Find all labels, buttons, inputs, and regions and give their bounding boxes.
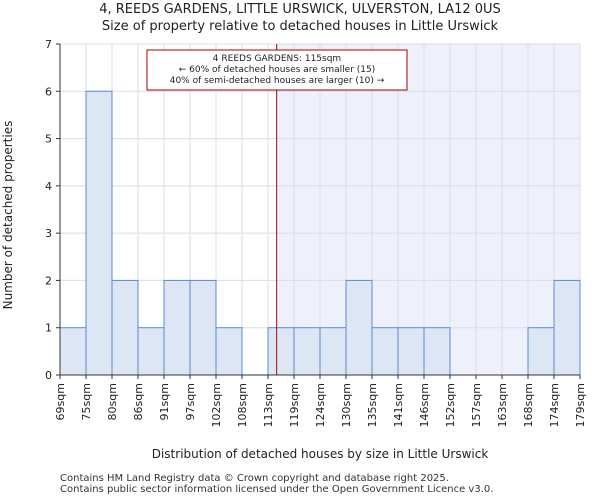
y-tick-label: 4 xyxy=(45,180,52,193)
bar xyxy=(371,327,399,376)
x-axis-label: Distribution of detached houses by size … xyxy=(152,447,489,461)
y-ticks: 0 1 2 3 4 5 6 7 xyxy=(45,38,60,382)
x-tick-label: 75sqm xyxy=(80,383,93,420)
x-tick-label: 157sqm xyxy=(470,383,483,427)
x-tick-label: 108sqm xyxy=(236,383,249,427)
bar xyxy=(189,279,217,376)
y-tick-label: 3 xyxy=(45,227,52,240)
x-tick-label: 86sqm xyxy=(132,383,145,420)
x-tick-label: 113sqm xyxy=(262,383,275,427)
annotation-line-3: 40% of semi-detached houses are larger (… xyxy=(170,76,385,86)
chart-subtitle: Size of property relative to detached ho… xyxy=(101,19,499,34)
x-tick-label: 119sqm xyxy=(288,383,301,427)
y-tick-label: 2 xyxy=(45,274,52,287)
x-tick-label: 168sqm xyxy=(522,383,535,427)
footer-line-1: Contains HM Land Registry data © Crown c… xyxy=(60,473,449,484)
x-tick-label: 152sqm xyxy=(444,383,457,427)
bar xyxy=(137,327,165,376)
bar xyxy=(319,327,347,376)
x-tick-label: 97sqm xyxy=(184,383,197,420)
bar xyxy=(215,327,243,376)
bar xyxy=(267,327,295,376)
x-tick-label: 146sqm xyxy=(418,383,431,427)
highlight-region xyxy=(276,44,580,375)
y-tick-label: 6 xyxy=(45,85,52,98)
x-tick-label: 69sqm xyxy=(54,383,67,420)
y-tick-label: 5 xyxy=(45,133,52,146)
chart-title: 4, REEDS GARDENS, LITTLE URSWICK, ULVERS… xyxy=(99,2,501,17)
x-tick-label: 135sqm xyxy=(366,383,379,427)
bar xyxy=(163,279,191,376)
bar xyxy=(553,279,581,376)
x-tick-label: 163sqm xyxy=(496,383,509,427)
x-tick-label: 102sqm xyxy=(210,383,223,427)
y-tick-label: 7 xyxy=(45,38,52,51)
x-tick-label: 130sqm xyxy=(340,383,353,427)
bar xyxy=(293,327,321,376)
annotation-box: 4 REEDS GARDENS: 115sqm ← 60% of detache… xyxy=(146,49,408,91)
footer-line-2: Contains public sector information licen… xyxy=(60,484,494,495)
bar xyxy=(111,279,139,376)
bar xyxy=(85,90,113,376)
bar xyxy=(423,327,451,376)
bar xyxy=(527,327,555,376)
x-tick-label: 174sqm xyxy=(548,383,561,427)
x-tick-label: 80sqm xyxy=(106,383,119,420)
x-tick-label: 141sqm xyxy=(392,383,405,427)
x-tick-label: 91sqm xyxy=(158,383,171,420)
x-tick-label: 124sqm xyxy=(314,383,327,427)
x-ticks: 69sqm 75sqm 80sqm 86sqm 91sqm 97sqm 102sqm 108s… xyxy=(54,375,587,427)
y-axis-label: Number of detached properties xyxy=(1,121,15,310)
annotation-line-1: 4 REEDS GARDENS: 115sqm xyxy=(213,54,341,64)
histogram-chart: 0 1 2 3 4 5 6 7 69sqm 75sqm 80sqm 86sqm 91sqm 97sqm 1… xyxy=(1,38,587,461)
x-tick-label: 179sqm xyxy=(574,383,587,427)
bar xyxy=(345,279,373,376)
bar xyxy=(59,327,87,376)
bar xyxy=(397,327,425,376)
bars xyxy=(59,90,581,376)
annotation-line-2: ← 60% of detached houses are smaller (15… xyxy=(179,65,376,75)
y-tick-label: 1 xyxy=(45,322,52,335)
y-tick-label: 0 xyxy=(45,369,52,382)
